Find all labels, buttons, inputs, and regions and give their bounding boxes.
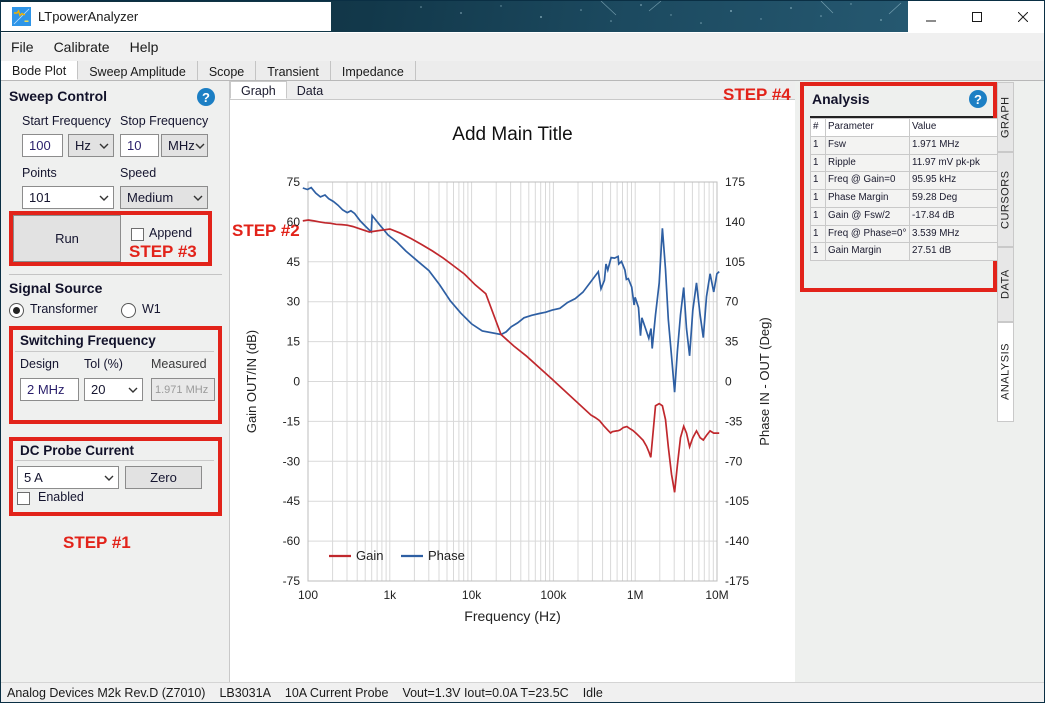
- svg-text:-35: -35: [725, 414, 743, 428]
- svg-text:10M: 10M: [705, 588, 728, 602]
- svg-text:-175: -175: [725, 574, 749, 588]
- svg-text:-15: -15: [283, 414, 301, 428]
- svg-text:Frequency (Hz): Frequency (Hz): [464, 608, 560, 624]
- svg-text:100: 100: [298, 588, 318, 602]
- svg-text:75: 75: [287, 175, 301, 189]
- svg-text:Gain OUT/IN (dB): Gain OUT/IN (dB): [244, 330, 259, 433]
- svg-text:1M: 1M: [627, 588, 644, 602]
- svg-text:-75: -75: [283, 574, 301, 588]
- svg-text:105: 105: [725, 255, 745, 269]
- svg-text:70: 70: [725, 295, 739, 309]
- svg-text:140: 140: [725, 215, 745, 229]
- svg-text:-30: -30: [283, 454, 301, 468]
- svg-text:-105: -105: [725, 494, 749, 508]
- svg-text:Gain: Gain: [356, 548, 383, 563]
- svg-text:-70: -70: [725, 454, 743, 468]
- svg-text:Phase: Phase: [428, 548, 465, 563]
- svg-text:0: 0: [725, 375, 732, 389]
- svg-text:-45: -45: [283, 494, 301, 508]
- svg-text:45: 45: [287, 255, 301, 269]
- svg-text:60: 60: [287, 215, 301, 229]
- svg-text:-140: -140: [725, 534, 749, 548]
- svg-text:-60: -60: [283, 534, 301, 548]
- svg-text:Phase IN - OUT (Deg): Phase IN - OUT (Deg): [757, 317, 772, 445]
- svg-text:100k: 100k: [540, 588, 567, 602]
- svg-text:175: 175: [725, 175, 745, 189]
- svg-text:15: 15: [287, 335, 301, 349]
- svg-text:1k: 1k: [383, 588, 397, 602]
- svg-text:0: 0: [293, 375, 300, 389]
- svg-text:30: 30: [287, 295, 301, 309]
- svg-text:10k: 10k: [462, 588, 482, 602]
- svg-text:35: 35: [725, 335, 739, 349]
